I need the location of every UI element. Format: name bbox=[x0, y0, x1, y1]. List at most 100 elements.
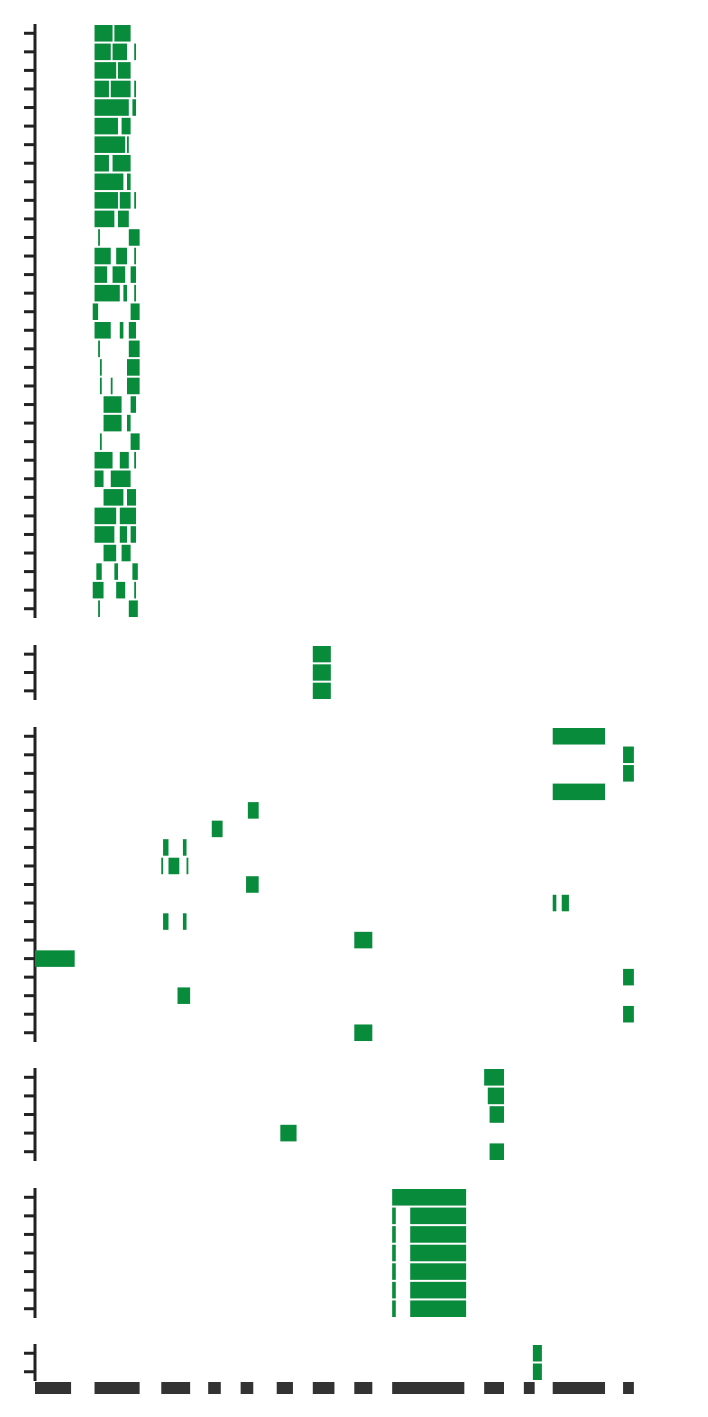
heatmap-cell bbox=[116, 247, 127, 265]
heatmap-cell bbox=[552, 728, 606, 745]
heatmap-cell bbox=[392, 1189, 467, 1206]
heatmap-panel-2 bbox=[24, 645, 331, 700]
column-group-block bbox=[240, 1382, 254, 1394]
heatmap-cell bbox=[168, 857, 180, 875]
heatmap-cell bbox=[312, 682, 331, 699]
heatmap-cell bbox=[182, 913, 187, 930]
heatmap-cell bbox=[96, 563, 102, 580]
heatmap-cell bbox=[392, 1207, 396, 1225]
heatmap-cell bbox=[98, 229, 100, 246]
heatmap-cell bbox=[117, 210, 129, 228]
heatmap-cell bbox=[392, 1226, 396, 1243]
heatmap-cell bbox=[182, 839, 187, 856]
heatmap-cell bbox=[103, 544, 117, 562]
heatmap-cell bbox=[410, 1281, 467, 1299]
heatmap-cell bbox=[103, 414, 122, 432]
heatmap-cell bbox=[94, 192, 118, 209]
column-group-block bbox=[208, 1382, 221, 1394]
column-group-block bbox=[312, 1382, 335, 1394]
heatmap-cell bbox=[94, 451, 113, 469]
heatmap-cell bbox=[121, 544, 131, 562]
heatmap-cell bbox=[35, 950, 75, 967]
heatmap-cell bbox=[98, 340, 100, 358]
heatmap-cell bbox=[623, 746, 634, 764]
heatmap-cell bbox=[92, 303, 99, 320]
heatmap-cell bbox=[94, 526, 115, 543]
heatmap-cell bbox=[410, 1244, 467, 1262]
column-group-strip bbox=[35, 1382, 634, 1394]
heatmap-cell bbox=[247, 802, 259, 819]
heatmap-cell bbox=[354, 931, 373, 949]
heatmap-cell bbox=[130, 396, 137, 413]
column-group-block bbox=[161, 1382, 191, 1394]
heatmap-cell bbox=[410, 1226, 467, 1243]
heatmap-cell bbox=[92, 581, 104, 599]
heatmap-cell bbox=[186, 857, 189, 875]
heatmap-cell bbox=[110, 470, 131, 488]
column-group-block bbox=[523, 1382, 535, 1394]
heatmap-cell bbox=[94, 99, 129, 116]
heatmap-cell bbox=[126, 359, 140, 376]
heatmap-cell bbox=[119, 322, 124, 339]
heatmap-cell bbox=[94, 507, 117, 525]
heatmap-cell bbox=[112, 266, 126, 283]
heatmap-cell bbox=[94, 247, 111, 265]
heatmap-cell bbox=[132, 563, 138, 580]
heatmap-cell bbox=[114, 563, 118, 580]
heatmap-cell bbox=[119, 192, 131, 209]
heatmap-cell bbox=[94, 136, 126, 153]
heatmap-cell bbox=[163, 913, 169, 930]
column-group-block bbox=[392, 1382, 465, 1394]
heatmap-cell bbox=[119, 451, 129, 469]
heatmap-cell bbox=[532, 1363, 542, 1380]
heatmap-cell bbox=[110, 80, 131, 98]
heatmap-cell bbox=[126, 414, 131, 432]
heatmap-cell bbox=[280, 1124, 297, 1142]
heatmap-cell bbox=[130, 303, 140, 320]
heatmap-cell bbox=[489, 1106, 505, 1123]
heatmap-cell bbox=[110, 377, 113, 395]
heatmap-panel-6 bbox=[24, 1344, 542, 1381]
column-group-block bbox=[623, 1382, 634, 1394]
heatmap-cell bbox=[126, 489, 137, 506]
heatmap-cell bbox=[103, 489, 124, 506]
heatmap-cell bbox=[119, 507, 137, 525]
heatmap-cell bbox=[130, 526, 137, 543]
heatmap-cell bbox=[134, 581, 137, 599]
heatmap-cell bbox=[392, 1263, 396, 1280]
heatmap-cell bbox=[354, 1024, 373, 1041]
heatmap-cell bbox=[134, 451, 137, 469]
heatmap-cell bbox=[163, 839, 169, 856]
heatmap-cell bbox=[117, 62, 131, 79]
heatmap-cell bbox=[392, 1244, 396, 1262]
heatmap-cell bbox=[134, 80, 137, 98]
heatmap-cell bbox=[552, 894, 557, 912]
heatmap-panel-3 bbox=[24, 727, 634, 1042]
heatmap-cell bbox=[134, 247, 137, 265]
heatmap-cell bbox=[94, 43, 111, 61]
heatmap-cell bbox=[623, 968, 634, 986]
heatmap-cell bbox=[126, 173, 131, 191]
heatmap-cell bbox=[177, 987, 191, 1004]
heatmap-cell bbox=[134, 284, 137, 302]
heatmap-cell bbox=[94, 470, 104, 488]
heatmap-cell bbox=[410, 1300, 467, 1317]
heatmap-cell bbox=[211, 820, 223, 838]
heatmap-cell bbox=[94, 284, 120, 302]
heatmap-cell bbox=[112, 43, 127, 61]
heatmap-cell bbox=[128, 600, 138, 617]
heatmap-cell bbox=[134, 43, 137, 61]
heatmap-cell bbox=[103, 396, 122, 413]
heatmap-cell bbox=[94, 62, 117, 79]
heatmap-cell bbox=[132, 99, 137, 116]
heatmap-cell bbox=[128, 322, 137, 339]
heatmap-cell bbox=[98, 600, 100, 617]
heatmap-cell bbox=[114, 25, 131, 42]
heatmap-cell bbox=[552, 783, 606, 801]
heatmap-panel-4 bbox=[24, 1068, 505, 1161]
heatmap-cell bbox=[532, 1345, 542, 1362]
heatmap-cell bbox=[312, 664, 331, 681]
heatmap-cell bbox=[623, 765, 634, 782]
